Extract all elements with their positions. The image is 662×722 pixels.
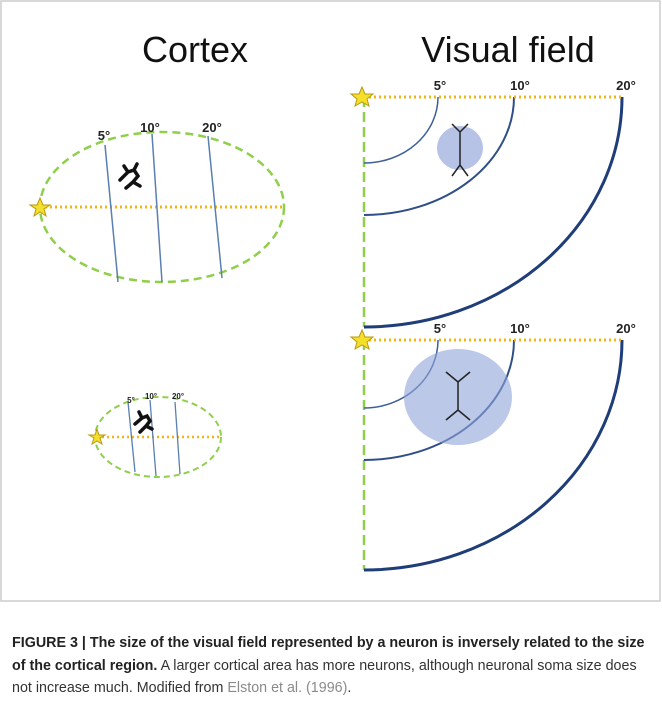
caption-text: A larger cortical area has more neurons,… [12, 657, 637, 697]
citation[interactable]: Elston et al. (1996) [227, 680, 348, 696]
caption-end: . [347, 680, 352, 696]
cortex-small: 5° 10° 20° [87, 392, 222, 478]
degree-label: 20° [202, 120, 222, 135]
degree-label: 20° [172, 392, 184, 401]
title: Visual field [421, 29, 594, 70]
degree-label: 10° [140, 120, 160, 135]
frame [0, 0, 661, 602]
figure: Cortex Visual field 5° 10° 20° 5° 10° 20… [0, 0, 661, 602]
degree-label: 10° [510, 321, 530, 336]
caption-bold: FIGURE 3 | The size of the visual field … [12, 635, 645, 674]
degree-label: 20° [616, 321, 636, 336]
degree-label: 10° [145, 392, 157, 401]
title: Cortex [142, 29, 248, 70]
caption: FIGURE 3 | The size of the visual field … [12, 632, 652, 700]
degree-label: 5° [434, 321, 446, 336]
degree-label: 5° [98, 128, 110, 143]
cortex-large: 5° 10° 20° [28, 120, 286, 284]
degree-label: 5° [434, 78, 446, 93]
degree-label: 10° [510, 78, 530, 93]
visual-field-bottom: 5° 10° 20° [349, 321, 636, 572]
degree-label: 20° [616, 78, 636, 93]
visual-field-top: 5° 10° 20° [349, 78, 636, 329]
degree-label: 5° [127, 396, 135, 405]
